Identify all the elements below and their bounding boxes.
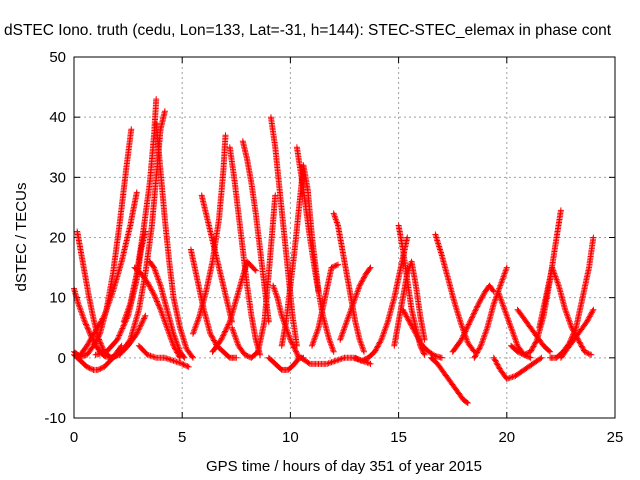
plot-frame — [73, 56, 616, 419]
data-series — [146, 258, 188, 361]
data-series — [428, 354, 471, 406]
data-points — [71, 96, 597, 406]
series-markers — [309, 261, 341, 349]
y-tick-label: 0 — [58, 350, 66, 367]
series-markers — [514, 306, 554, 355]
y-axis-ticks: -10 0 10 20 30 40 50 — [44, 49, 615, 427]
series-markers — [153, 120, 196, 361]
series-markers — [209, 258, 259, 355]
series-markers — [131, 264, 183, 361]
data-series — [265, 354, 303, 373]
series-markers — [337, 264, 374, 343]
y-tick-label: 30 — [49, 169, 66, 186]
series-markers — [229, 192, 279, 361]
x-tick-label: 5 — [178, 429, 186, 446]
data-series — [449, 282, 497, 355]
series-markers — [265, 354, 303, 373]
y-tick-label: 20 — [49, 230, 66, 247]
series-markers — [428, 354, 471, 406]
series-markers — [190, 132, 229, 337]
x-tick-label: 10 — [282, 429, 299, 446]
x-tick-label: 20 — [498, 429, 515, 446]
series-markers — [146, 258, 188, 361]
series-markers — [278, 162, 322, 349]
series-markers — [226, 144, 264, 358]
series-markers — [449, 282, 497, 355]
chart-title: dSTEC Iono. truth (cedu, Lon=133, Lat=-3… — [4, 22, 612, 39]
data-series — [190, 132, 229, 337]
series-markers — [471, 264, 510, 361]
y-tick-label: 40 — [49, 109, 66, 126]
series-markers — [399, 306, 445, 361]
data-series — [536, 264, 595, 358]
data-series — [131, 264, 183, 361]
data-series — [309, 261, 341, 349]
data-series — [229, 192, 279, 361]
data-series — [557, 306, 597, 361]
data-series — [514, 306, 554, 355]
data-series — [153, 120, 196, 361]
data-series — [75, 189, 140, 361]
x-tick-label: 15 — [390, 429, 407, 446]
data-series — [226, 144, 264, 358]
y-tick-label: -10 — [44, 410, 66, 427]
series-markers — [135, 342, 192, 370]
x-tick-label: 25 — [607, 429, 624, 446]
x-axis-label: GPS time / hours of day 351 of year 2015 — [206, 458, 482, 475]
y-axis-label: dSTEC / TECUs — [13, 183, 30, 292]
series-markers — [536, 264, 595, 358]
x-tick-label: 0 — [70, 429, 78, 446]
data-series — [209, 258, 259, 355]
series-markers — [75, 189, 140, 361]
series-markers — [395, 222, 428, 358]
data-series — [395, 222, 428, 358]
data-series — [135, 342, 192, 370]
data-series — [432, 231, 478, 355]
y-tick-label: 10 — [49, 290, 66, 307]
data-series — [399, 306, 445, 361]
data-series — [278, 162, 322, 349]
y-tick-label: 50 — [49, 49, 66, 66]
data-series — [187, 246, 240, 361]
x-axis-ticks: 0 5 10 15 20 25 — [70, 57, 624, 446]
series-markers — [432, 231, 478, 355]
data-series — [471, 264, 510, 361]
series-markers — [490, 354, 545, 382]
series-markers — [557, 306, 597, 361]
series-markers — [187, 246, 240, 361]
data-series — [490, 354, 545, 382]
data-series — [337, 264, 374, 343]
